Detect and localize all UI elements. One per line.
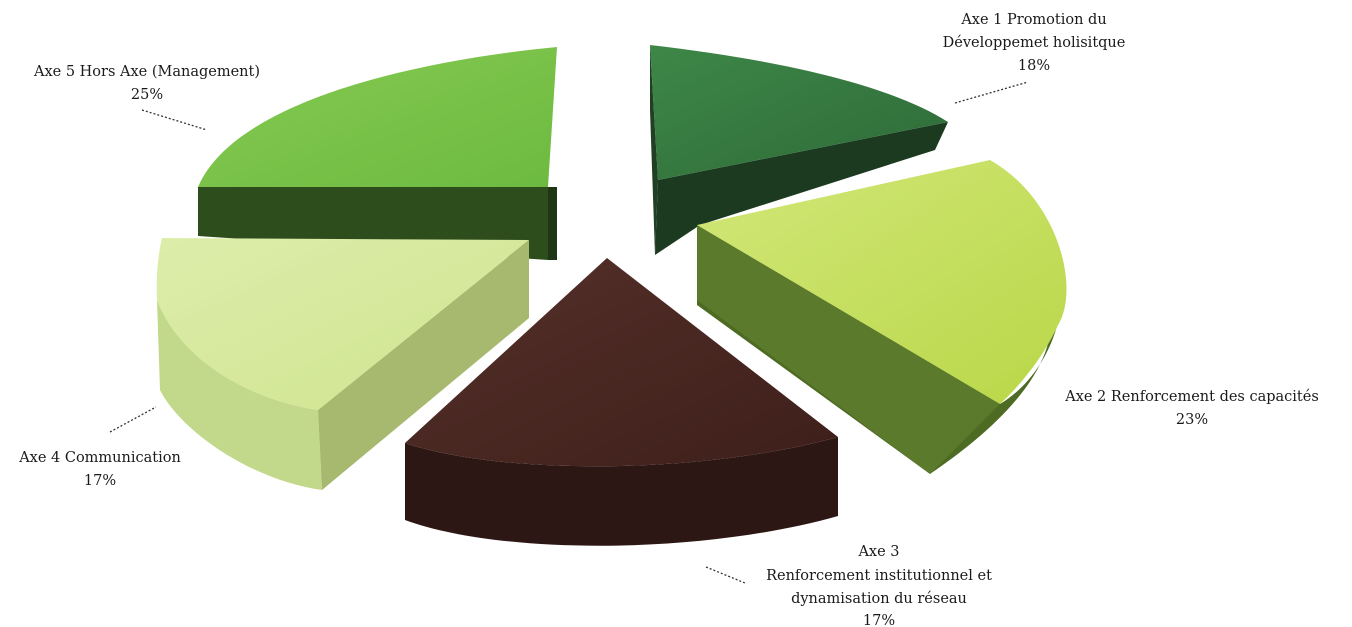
label-axe-2-line-1: Axe 2 Renforcement des capacités xyxy=(1064,389,1319,405)
leader-lines xyxy=(109,81,1029,584)
leader-line-axe-3 xyxy=(705,566,746,584)
label-axe-1-line-2: Développemet holisitque xyxy=(943,35,1126,51)
slice-axe-2 xyxy=(697,160,1067,474)
label-axe-3-line-2: Renforcement institutionnel et xyxy=(766,568,992,584)
label-axe-2: Axe 2 Renforcement des capacités 23% xyxy=(1064,389,1319,428)
label-axe-3-line-1: Axe 3 xyxy=(857,544,899,560)
label-axe-4-line-1: Axe 4 Communication xyxy=(18,450,181,466)
label-axe-4-value: 17% xyxy=(84,473,116,489)
leader-line-axe-5 xyxy=(141,109,208,131)
label-axe-4: Axe 4 Communication 17% xyxy=(18,450,181,489)
slice-axe-3 xyxy=(405,258,838,546)
label-axe-2-value: 23% xyxy=(1176,412,1208,428)
label-axe-5-value: 25% xyxy=(131,87,163,103)
label-axe-3: Axe 3 Renforcement institutionnel et dyn… xyxy=(766,544,992,627)
label-axe-1-line-1: Axe 1 Promotion du xyxy=(960,12,1106,28)
label-axe-3-value: 17% xyxy=(863,613,895,627)
label-axe-1-value: 18% xyxy=(1018,58,1050,74)
label-axe-1: Axe 1 Promotion du Développemet holisitq… xyxy=(943,12,1126,74)
slice-axe-4 xyxy=(156,238,529,490)
slice-axe-1 xyxy=(650,45,948,255)
leader-line-axe-4 xyxy=(109,406,157,433)
label-axe-5: Axe 5 Hors Axe (Management) 25% xyxy=(33,64,260,103)
leader-line-axe-1 xyxy=(954,81,1029,104)
label-axe-5-line-1: Axe 5 Hors Axe (Management) xyxy=(33,64,260,80)
label-axe-3-line-3: dynamisation du réseau xyxy=(791,591,967,607)
